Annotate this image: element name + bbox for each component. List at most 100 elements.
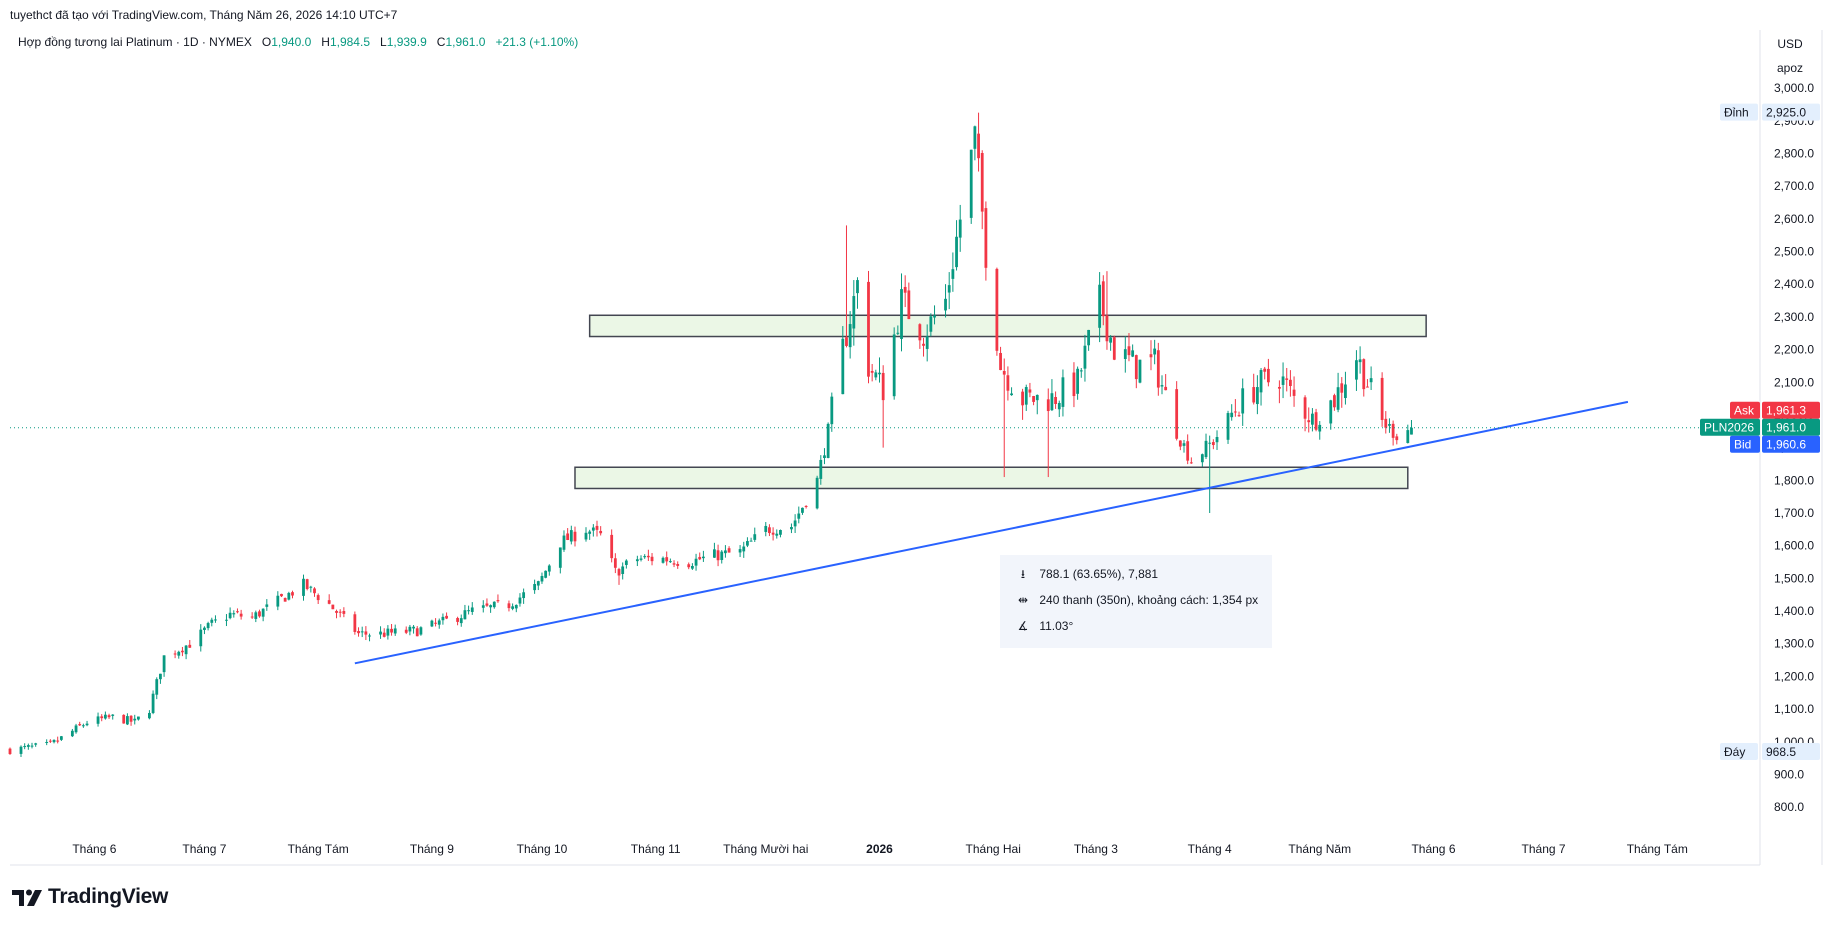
candle-body (830, 396, 834, 425)
candle-body (544, 570, 548, 578)
candle-body (302, 578, 305, 596)
candle-body (1200, 454, 1204, 463)
candle-body (59, 736, 63, 740)
rectangle-zone-2 (574, 466, 1409, 490)
candle-body (536, 581, 540, 586)
candle-body (672, 563, 676, 565)
candle-body (1101, 281, 1105, 317)
candle-body (1131, 350, 1135, 357)
candle-body (214, 619, 217, 621)
candle-body (1391, 423, 1395, 438)
candle-body (856, 280, 859, 294)
candle-body (1079, 370, 1083, 372)
x-tick-label: Tháng Năm (1288, 842, 1351, 856)
candle-body (738, 549, 742, 553)
candle-body (819, 459, 823, 479)
candle-body (518, 597, 522, 604)
candle-body (415, 628, 419, 637)
candle-body (848, 324, 852, 348)
candle-body (441, 616, 445, 621)
candle-body (1050, 393, 1054, 411)
candle-body (481, 605, 485, 608)
candle-body (1388, 424, 1391, 426)
candle-body (925, 336, 929, 349)
axes-layer: 800.0900.01,000.01,100.01,200.01,300.01,… (10, 30, 1823, 866)
candle-body (404, 629, 408, 633)
candle-body (1153, 348, 1157, 355)
x-tick-label: Tháng Tám (288, 842, 349, 856)
candle-body (742, 546, 746, 552)
candle-body (338, 611, 342, 613)
symbol-title[interactable]: Hợp đồng tương lai Platinum · 1D · NYMEX (18, 35, 252, 49)
candle-body (969, 149, 973, 218)
open-label: O (261, 35, 272, 49)
candle-body (265, 604, 269, 607)
candle-body (232, 613, 236, 615)
tradingview-logo[interactable]: TradingView (12, 885, 168, 909)
candle-body (239, 613, 243, 617)
measure-tooltip: ⭳ 788.1 (63.65%), 7,881 ⇹ 240 thanh (350… (1000, 555, 1272, 648)
candle-body (511, 606, 515, 609)
candle-body (1314, 412, 1318, 430)
x-tick-label: Tháng Mười hai (723, 842, 808, 856)
candle-body (393, 628, 397, 634)
candle-body (1182, 443, 1186, 446)
candle-body (228, 612, 232, 619)
candle-body (929, 316, 933, 332)
candle-body (1160, 385, 1164, 387)
candle-body (687, 564, 691, 568)
candle-body (746, 541, 749, 546)
candle-body (386, 628, 390, 636)
candle-body (45, 741, 49, 743)
high-label-badge: Đỉnh (1724, 106, 1749, 120)
bars-range-icon: ⇹ (1017, 593, 1029, 607)
close-label: C (436, 35, 446, 49)
candle-body (111, 714, 115, 716)
candle-body (1138, 359, 1142, 383)
candle-body (713, 549, 716, 558)
x-tick-label: Tháng 4 (1188, 842, 1232, 856)
candle-body (701, 556, 705, 559)
candle-body (804, 505, 808, 507)
candle-body (845, 337, 848, 346)
candle-body (624, 560, 628, 565)
candle-body (34, 743, 38, 745)
candle-body (122, 714, 126, 724)
candle-body (1366, 386, 1369, 388)
candle-body (85, 723, 89, 726)
ask-label-badge: Ask (1734, 404, 1755, 418)
publisher-header: tuyethct đã tạo với TradingView.com, Thá… (10, 8, 398, 22)
candle-body (1241, 388, 1245, 414)
bid-value-badge: 1,960.6 (1766, 438, 1806, 452)
candle-body (694, 558, 698, 566)
candle-body (412, 626, 415, 629)
candle-body (650, 556, 654, 562)
candle-body (1311, 413, 1314, 425)
candle-body (955, 236, 958, 268)
candle-body (276, 595, 280, 607)
change-value: +21.3 (+1.10%) (495, 35, 579, 49)
candle-body (434, 622, 437, 624)
candle-body (81, 725, 85, 727)
candle-body (558, 547, 562, 568)
candle-body (1307, 420, 1311, 423)
candle-body (162, 655, 166, 673)
candle-body (254, 612, 258, 619)
candle-body (907, 290, 911, 320)
candle-body (569, 530, 573, 542)
candle-body (250, 616, 254, 618)
high-value: 1,984.5 (329, 35, 370, 49)
candle-body (881, 372, 885, 401)
candle-body (1134, 355, 1138, 380)
close-value: 1,961.0 (445, 35, 486, 49)
candle-body (977, 133, 980, 159)
candle-body (280, 593, 283, 597)
candle-body (1336, 387, 1340, 410)
candle-body (973, 126, 977, 149)
candle-body (327, 600, 331, 604)
y-tick-label: 2,100.0 (1774, 375, 1814, 389)
candle-body (151, 693, 155, 714)
candle-body (944, 298, 947, 311)
high-label-badge-bg (1720, 103, 1758, 121)
